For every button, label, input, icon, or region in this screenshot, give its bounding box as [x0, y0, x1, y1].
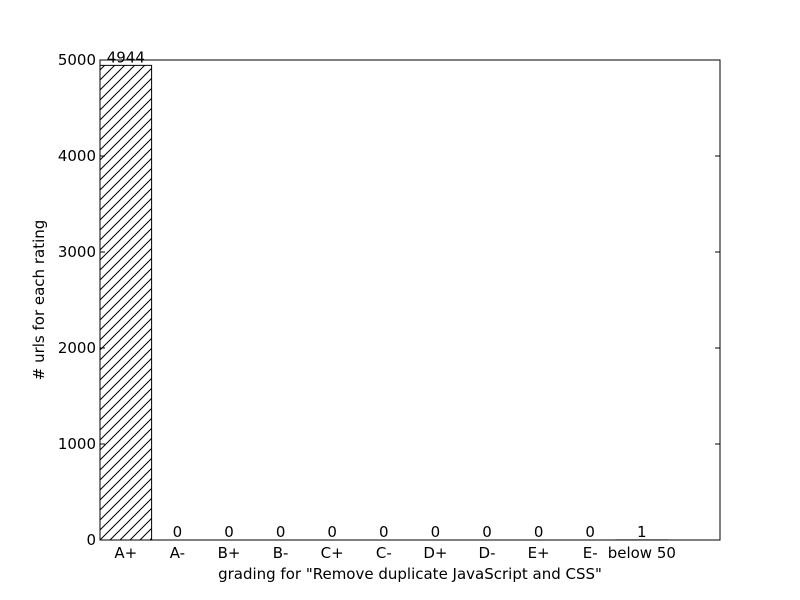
x-axis-title: grading for "Remove duplicate JavaScript…: [218, 565, 602, 583]
x-tick-label: below 50: [608, 544, 676, 562]
data-label: 1: [637, 523, 647, 541]
bars-group: [99, 64, 669, 541]
x-tick-label: D-: [479, 544, 496, 562]
x-tick-label: E+: [528, 544, 550, 562]
x-tick-label: B+: [218, 544, 241, 562]
y-tick-label: 2000: [58, 339, 96, 357]
data-label: 0: [534, 523, 544, 541]
bar-A+: [99, 64, 153, 541]
x-tick-label: A+: [114, 544, 137, 562]
y-tick-label: 0: [86, 531, 96, 549]
x-tick-label: C-: [376, 544, 392, 562]
x-tick-label: B-: [273, 544, 289, 562]
x-tick-label: C+: [321, 544, 344, 562]
y-axis-title: # urls for each rating: [30, 220, 48, 381]
data-label: 4944: [107, 48, 145, 66]
x-axis-ticks: A+ A- B+ B- C+ C- D+ D- E+ E-below 50: [114, 544, 676, 562]
plot-area-frame: [99, 59, 721, 541]
data-label: 0: [276, 523, 286, 541]
data-label: 0: [585, 523, 595, 541]
data-label: 0: [224, 523, 234, 541]
data-label: 0: [327, 523, 337, 541]
y-tick-label: 1000: [58, 435, 96, 453]
data-labels: 4944 0 0 0 0 0 0 0 0 0 1: [107, 48, 647, 541]
data-label: 0: [379, 523, 389, 541]
y-tick-label: 4000: [58, 147, 96, 165]
data-label: 0: [482, 523, 492, 541]
y-tick-label: 3000: [58, 243, 96, 261]
data-label: 0: [173, 523, 183, 541]
x-tick-label: A-: [170, 544, 185, 562]
x-tick-label: E-: [583, 544, 598, 562]
data-label: 0: [431, 523, 441, 541]
x-tick-label: D+: [423, 544, 447, 562]
y-tick-label: 5000: [58, 51, 96, 69]
